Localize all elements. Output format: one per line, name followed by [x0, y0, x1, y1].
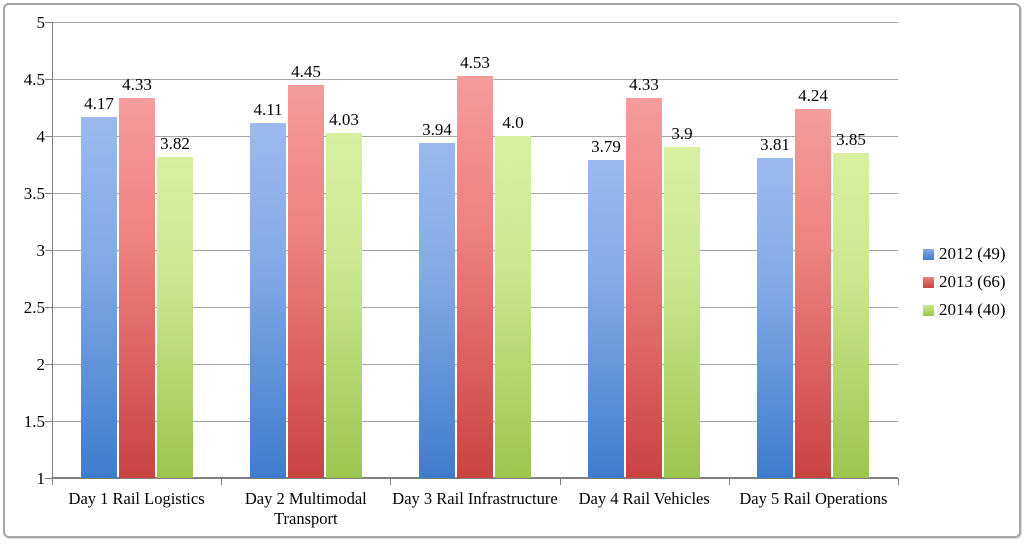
bar-series-3-cat-3	[495, 136, 531, 478]
bar-data-label: 3.82	[160, 134, 190, 153]
bar-data-label: 4.24	[798, 86, 828, 105]
x-category-label: Day 4 Rail Vehicles	[578, 489, 710, 508]
bar-data-label: 3.79	[591, 137, 621, 156]
y-axis-line	[52, 22, 53, 478]
gridline	[52, 22, 898, 23]
y-axis-tick	[45, 193, 52, 194]
chart-frame: 5 4.5 4 3.5 3 2.5 2 1.5 1 4.17 4.33 3.82 Day 1 Rail …	[3, 3, 1021, 538]
legend-label: 2012 (49)	[939, 244, 1006, 263]
x-category-label: Day 3 Rail Infrastructure	[392, 489, 558, 508]
x-category-label: Day 5 Rail Operations	[739, 489, 888, 508]
bar-series-2-cat-4	[626, 98, 662, 478]
bar-series-1-cat-5	[757, 158, 793, 478]
y-tick-label: 2	[36, 355, 46, 374]
bar-series-1-cat-3	[419, 143, 455, 478]
bar-series-2-cat-3	[457, 76, 493, 478]
bar-series-2-cat-1	[119, 98, 155, 478]
legend-swatch-icon	[923, 248, 934, 260]
legend-item-1: 2012 (49)	[923, 240, 1006, 268]
bar-data-label: 3.81	[760, 135, 790, 154]
bar-series-2-cat-2	[288, 85, 324, 478]
bar-data-label: 4.11	[253, 100, 283, 119]
bar-data-label: 3.94	[422, 120, 452, 139]
x-category-label: Day 1 Rail Logistics	[68, 489, 205, 508]
bar-series-3-cat-1	[157, 157, 193, 478]
y-axis-tick	[45, 421, 52, 422]
legend-label: 2013 (66)	[939, 272, 1006, 291]
x-axis-tick	[52, 478, 53, 485]
x-axis-line	[52, 477, 898, 479]
x-category-label: Day 2 Multimodal Transport	[244, 489, 367, 528]
bar-data-label: 4.03	[329, 110, 359, 129]
legend-swatch-icon	[923, 276, 934, 288]
x-axis-tick	[560, 478, 561, 485]
y-axis-tick	[45, 307, 52, 308]
y-axis-tick	[45, 478, 52, 479]
bar-data-label: 4.17	[84, 94, 114, 113]
y-axis-tick	[45, 364, 52, 365]
bar-data-label: 4.33	[629, 75, 659, 94]
bar-series-2-cat-5	[795, 109, 831, 478]
bar-series-3-cat-5	[833, 153, 869, 478]
y-tick-label: 4	[36, 127, 46, 146]
bar-series-3-cat-4	[664, 147, 700, 478]
y-tick-label: 1.5	[23, 412, 45, 431]
bar-series-1-cat-4	[588, 160, 624, 478]
y-axis-tick	[45, 136, 52, 137]
y-tick-label: 3.5	[23, 184, 45, 203]
x-axis-tick	[729, 478, 730, 485]
y-axis-tick	[45, 22, 52, 23]
bar-data-label: 4.53	[460, 53, 490, 72]
bar-data-label: 3.85	[836, 130, 866, 149]
y-tick-label: 4.5	[23, 70, 45, 89]
bar-data-label: 4.33	[122, 75, 152, 94]
bar-data-label: 4.45	[291, 62, 321, 81]
bar-data-label: 3.9	[671, 124, 693, 143]
y-axis-tick	[45, 79, 52, 80]
legend-swatch-icon	[923, 304, 934, 316]
legend-label: 2014 (40)	[939, 300, 1006, 319]
legend-item-2: 2013 (66)	[923, 268, 1006, 296]
y-tick-label: 2.5	[23, 298, 45, 317]
y-tick-label: 5	[36, 13, 46, 32]
bar-data-label: 4.0	[502, 113, 524, 132]
y-tick-label: 1	[36, 469, 46, 488]
bar-series-1-cat-1	[81, 117, 117, 478]
x-axis-tick	[221, 478, 222, 485]
x-axis-tick	[390, 478, 391, 485]
bar-series-1-cat-2	[250, 123, 286, 478]
y-tick-label: 3	[36, 241, 46, 260]
legend: 2012 (49) 2013 (66) 2014 (40)	[923, 240, 1006, 324]
y-axis-tick	[45, 250, 52, 251]
legend-item-3: 2014 (40)	[923, 296, 1006, 324]
x-axis-tick	[898, 478, 899, 485]
plot-area: 5 4.5 4 3.5 3 2.5 2 1.5 1 4.17 4.33 3.82 Day 1 Rail …	[5, 5, 1019, 536]
bar-series-3-cat-2	[326, 133, 362, 478]
